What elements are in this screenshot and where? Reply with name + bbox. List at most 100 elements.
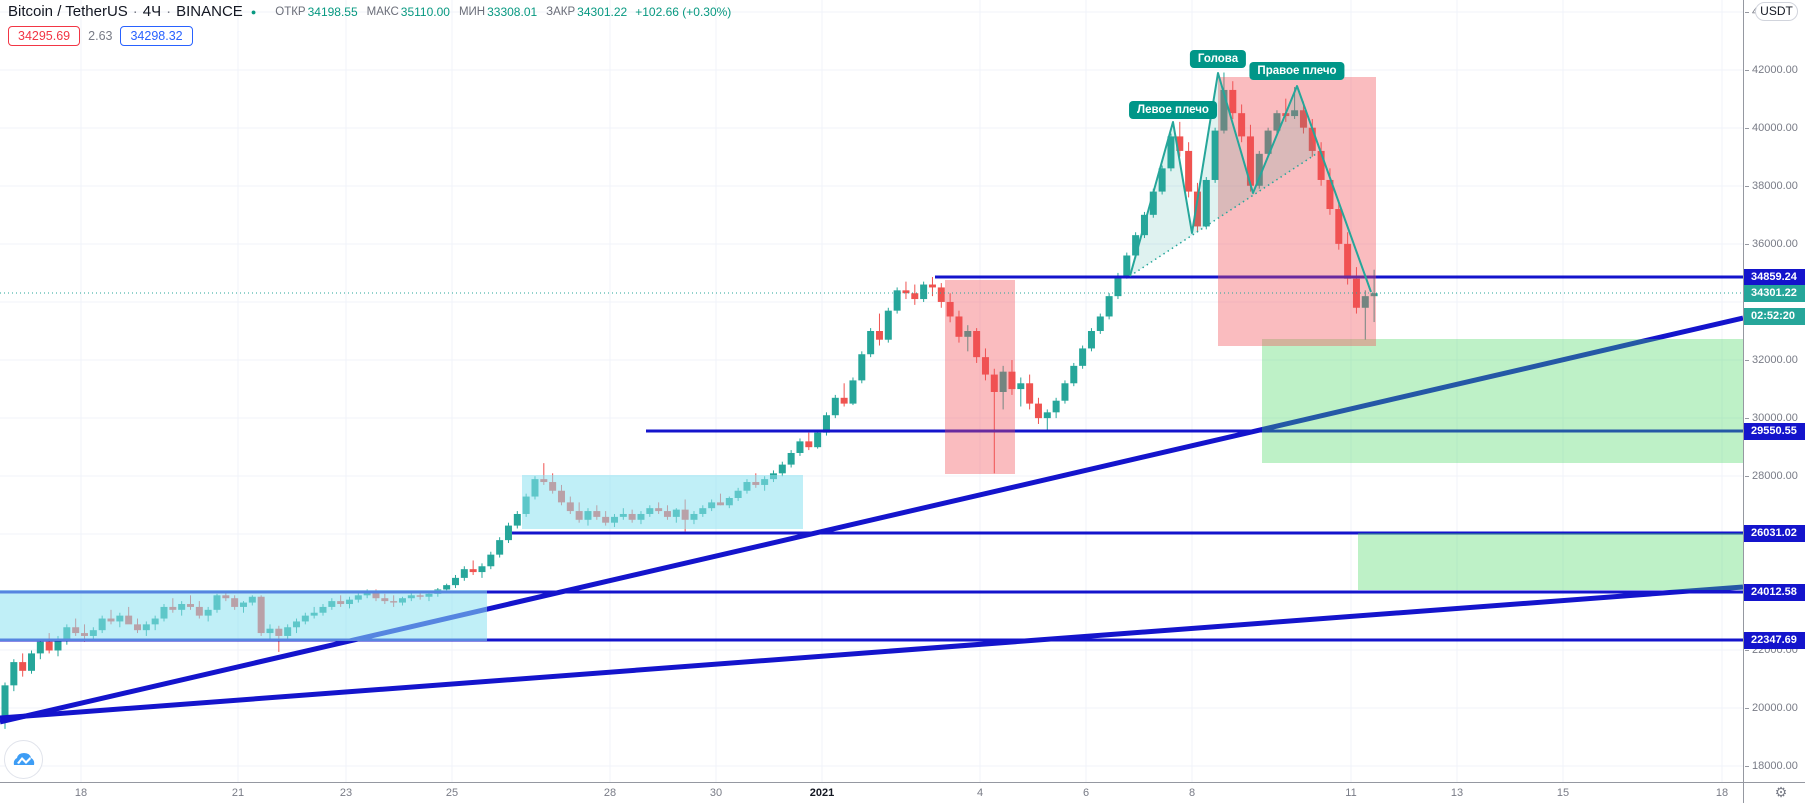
symbol-name[interactable]: Bitcoin / TetherUS [8,3,128,20]
candle [849,380,857,404]
candle [1132,235,1140,256]
axis-corner-divider [1743,782,1744,803]
interval-label[interactable]: 4Ч [142,3,162,20]
candle [1361,296,1369,308]
candle [1043,412,1051,419]
candle [54,638,62,651]
currency-badge[interactable]: USDT [1755,2,1798,21]
cyan-box[interactable] [0,590,487,641]
high-value: 35110.00 [400,4,450,19]
time-tick-label: 6 [1082,787,1090,799]
bid-button[interactable]: 34295.69 [8,26,81,46]
candle [1335,209,1343,244]
candle [1087,331,1095,349]
candle [981,357,989,375]
candle [1158,168,1166,192]
line-price-marker: 26031.02 [1744,525,1805,542]
time-axis[interactable]: 18 21 23 25 28 30 2021 4 6 8 11 13 15 18 [0,782,1805,803]
candle [814,432,822,448]
ohlc-readout: ОТКР 34198.55 МАКС 35110.00 МИН 33308.01… [266,5,731,19]
low-value: 33308.01 [487,4,538,19]
candle [504,525,512,541]
pattern-label[interactable]: Левое плечо [1129,101,1217,119]
trendline-2[interactable] [0,584,1743,721]
time-tick-label: 4 [976,787,984,799]
candle [1123,255,1131,276]
candle [19,662,27,671]
time-tick-label: 13 [1450,787,1464,799]
candle [1193,191,1201,227]
candle [1034,403,1042,419]
candle [840,397,848,404]
price-tick-label: 36000.00 [1745,238,1798,250]
candle [1149,191,1157,215]
candle [1229,89,1237,114]
candle [822,415,830,433]
pink-box[interactable] [1218,77,1376,346]
candle [478,566,486,573]
line-price-marker: 24012.58 [1744,584,1805,601]
time-tick-label: 21 [231,787,245,799]
pattern-label[interactable]: Голова [1189,50,1247,68]
cyan-box[interactable] [522,475,803,529]
price-axis[interactable]: 44000.0042000.0040000.0038000.0036000.00… [1743,0,1805,782]
tradingview-logo[interactable] [4,740,43,779]
candle [928,284,936,288]
candle [1017,383,1025,390]
head-and-shoulders-outline[interactable] [1129,72,1372,293]
candle [867,331,875,355]
time-tick-label: 23 [339,787,353,799]
ask-button[interactable]: 34298.32 [120,26,193,46]
price-tick-label: 40000.00 [1745,122,1798,134]
candle [999,371,1007,392]
candle [787,452,795,465]
candle [513,513,521,526]
price-tick-label: 42000.00 [1745,64,1798,76]
candle [460,569,468,578]
candle [1008,371,1016,390]
neckline[interactable] [1129,153,1317,277]
candle [937,287,945,302]
candle [1273,113,1281,131]
candle [1211,130,1219,180]
price-tick-label: 30000.00 [1745,412,1798,424]
time-tick-label: 11 [1345,787,1357,799]
mountain-logo-icon [13,753,34,765]
time-tick-label: 25 [445,787,459,799]
chart-plot-area[interactable]: Левое плечо Голова Правое плечо Bitcoin / … [0,0,1743,782]
pink-box[interactable] [945,280,1015,474]
candle [45,641,53,651]
open-label: ОТКР [275,5,306,18]
bid-ask-row: 34295.69 2.63 34298.32 [8,26,193,46]
symbol-legend: Bitcoin / TetherUS · 4Ч · BINANCE ● ОТКР… [8,3,731,20]
candle [1185,150,1193,192]
candle [964,331,972,337]
candle [1299,110,1307,128]
time-tick-label: 15 [1556,787,1570,799]
current-price-marker: 34301.22 [1744,285,1805,302]
candle [1114,275,1122,297]
candle [946,301,954,317]
candle [893,290,901,311]
candle [451,577,459,586]
candle [1202,179,1210,227]
time-tick-label: 18 [74,787,88,799]
candle [487,554,495,567]
green-box[interactable] [1262,339,1743,463]
exchange-label[interactable]: BINANCE [176,3,243,20]
high-label: МАКС [366,5,399,18]
candle [955,316,963,337]
time-tick-label: 28 [603,787,617,799]
candlestick-chart[interactable] [0,0,1743,782]
candle [1,685,9,721]
current-price-marker: 02:52:20 [1744,308,1805,325]
price-tick-label: 20000.00 [1745,702,1798,714]
trendline-1[interactable] [0,315,1743,725]
time-tick-label: 30 [709,787,723,799]
axis-settings-gear-icon[interactable]: ⚙ [1774,784,1788,800]
price-tick-label: 38000.00 [1745,180,1798,192]
candle [27,653,35,671]
candle [1264,130,1272,154]
pattern-label[interactable]: Правое плечо [1249,62,1345,80]
green-box[interactable] [1358,533,1743,590]
